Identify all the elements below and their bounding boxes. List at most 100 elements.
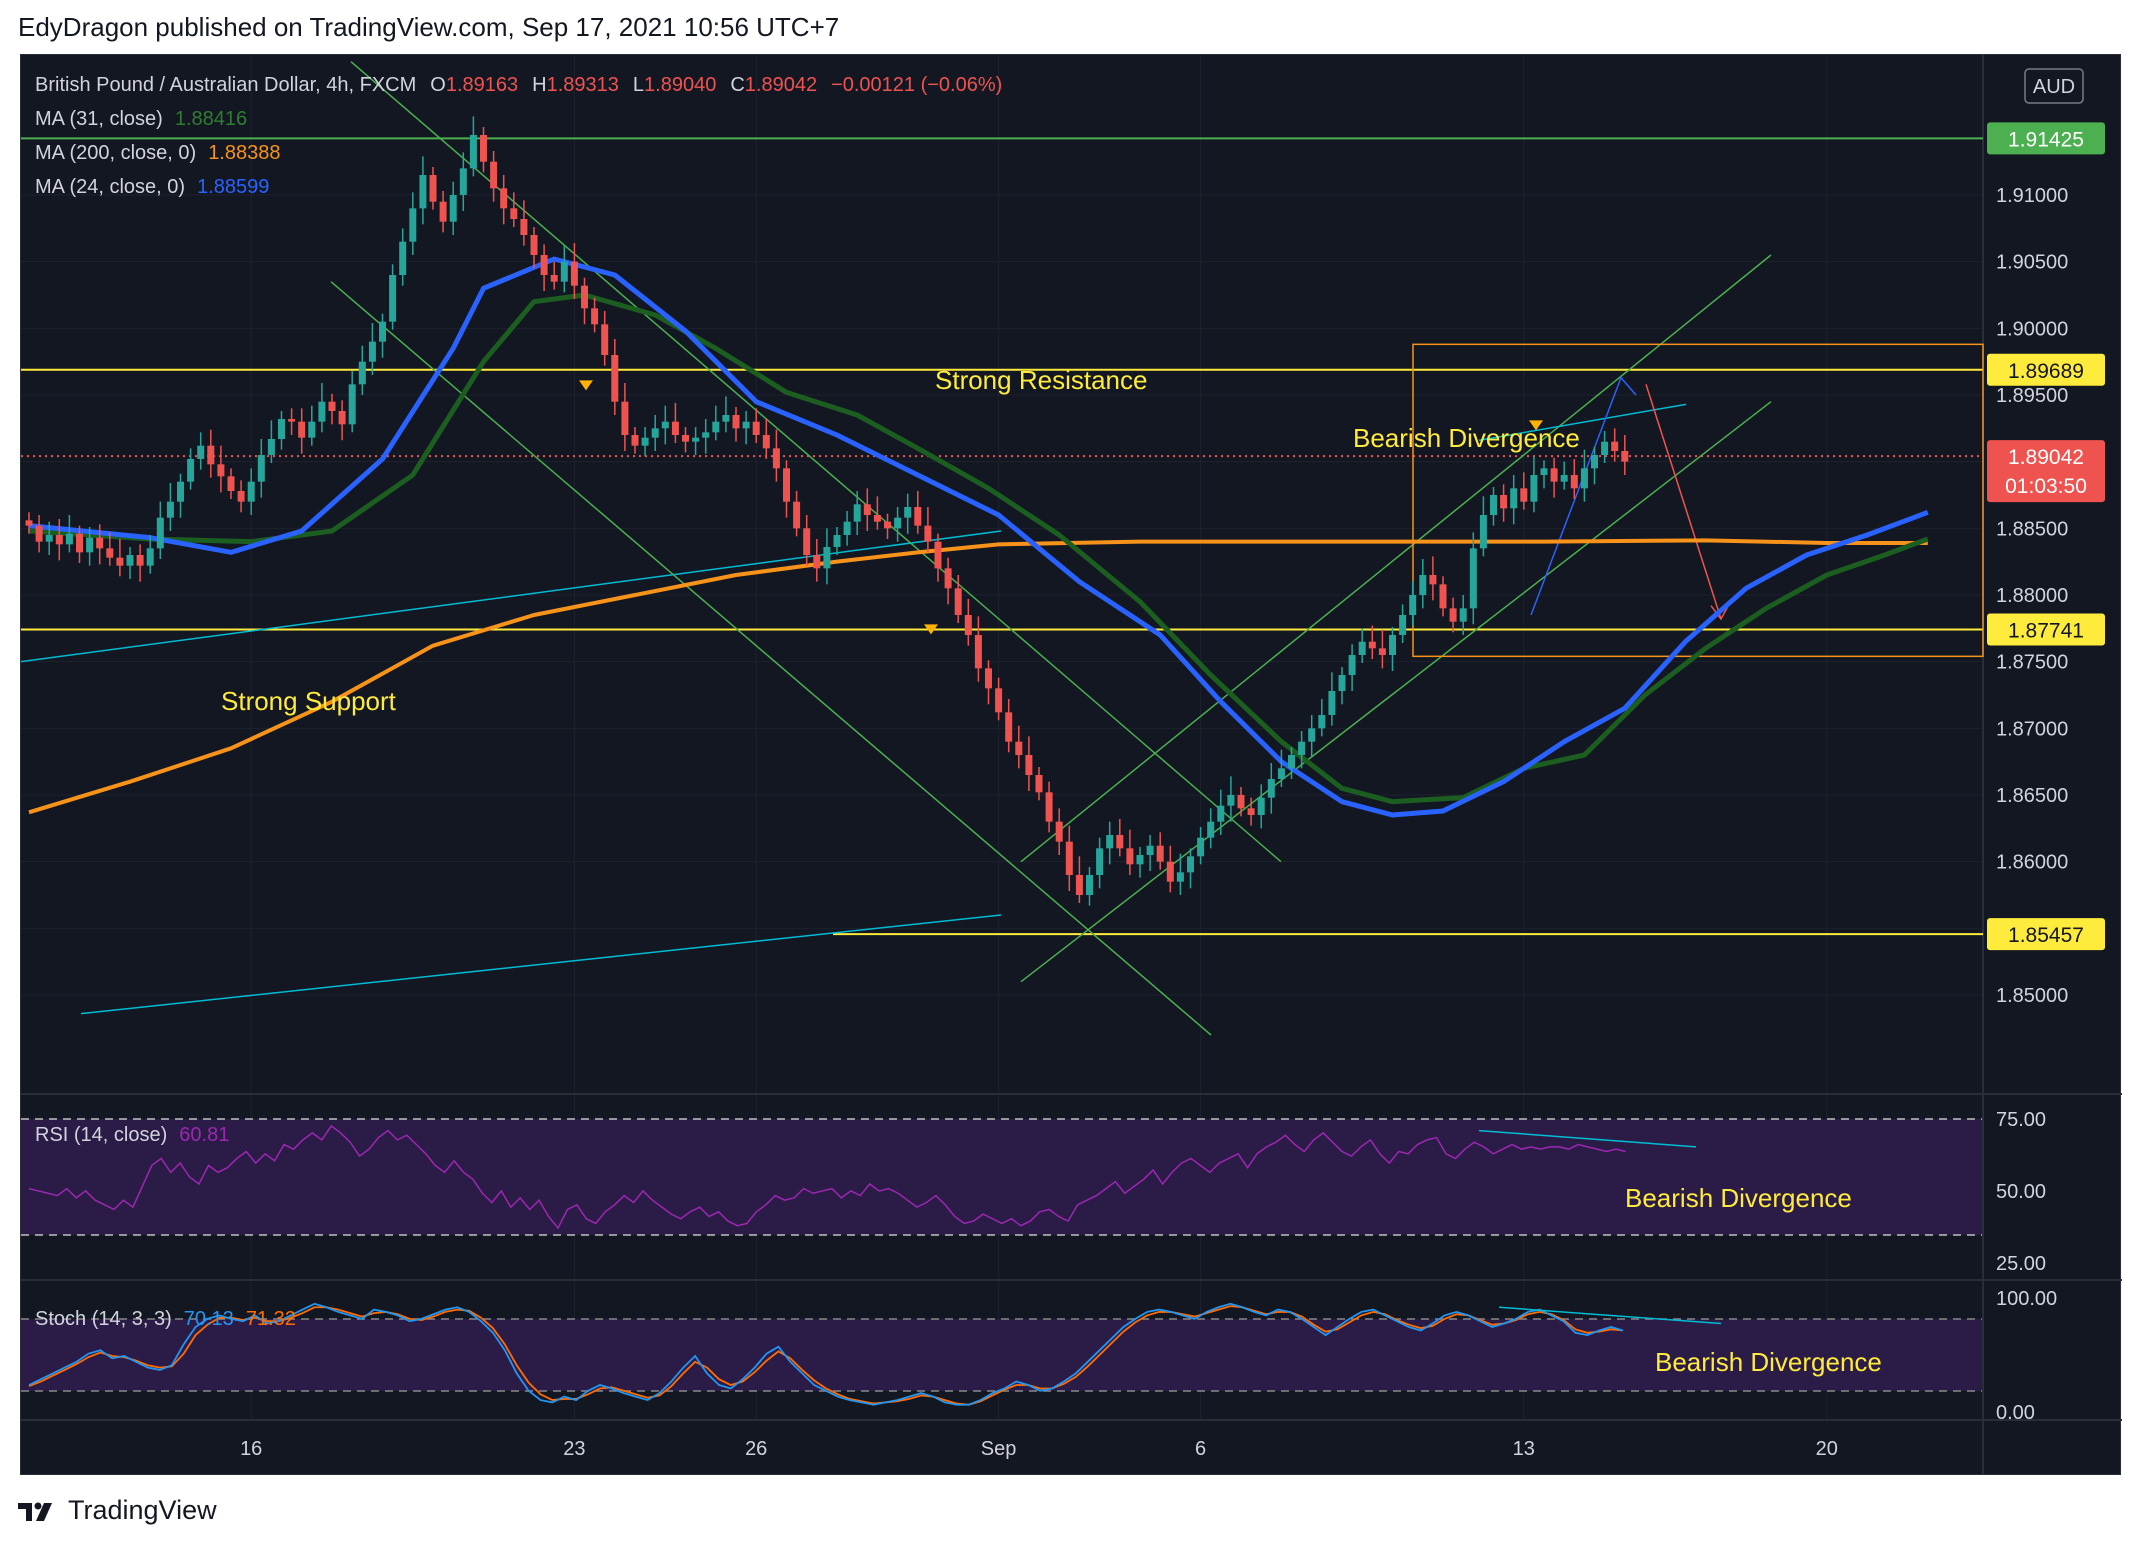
price-tick-label: 1.85000 xyxy=(1996,985,2068,1007)
candle-body xyxy=(338,411,346,425)
publisher-line: EdyDragon published on TradingView.com, … xyxy=(18,12,840,42)
candle-body xyxy=(298,421,306,438)
time-tick-label: 13 xyxy=(1513,1438,1535,1460)
candle-body xyxy=(641,437,649,446)
stoch-divergence-annotation: Bearish Divergence xyxy=(1655,1347,1882,1377)
candle-layer xyxy=(25,116,1629,906)
candle-body xyxy=(1540,468,1548,475)
signal-marker-icon xyxy=(1529,420,1543,431)
candle-body xyxy=(985,668,992,689)
axis-layer: 1.850001.855001.860001.865001.870001.875… xyxy=(240,185,2068,1460)
candle-body xyxy=(1075,875,1083,895)
candle-body xyxy=(1328,691,1336,715)
descending-channel-lower xyxy=(330,281,1212,1036)
candle-body xyxy=(1247,808,1255,815)
candle-body xyxy=(1005,712,1013,742)
indicator-layer xyxy=(28,1124,1722,1406)
candle-body xyxy=(106,548,114,558)
candle-body xyxy=(267,439,275,455)
candle-body xyxy=(1611,441,1619,451)
candle-body xyxy=(348,384,356,425)
candle-body xyxy=(1530,475,1538,502)
candle-body xyxy=(379,321,386,342)
candle-body xyxy=(25,520,33,526)
footer-brand: TradingView xyxy=(68,1495,217,1525)
tradingview-logo[interactable]: TradingView xyxy=(18,1495,217,1526)
candle-body xyxy=(1055,821,1063,842)
candle-body xyxy=(692,437,700,442)
price-label-badge xyxy=(1987,918,2105,951)
candle-body xyxy=(944,568,952,589)
projection-arrowhead xyxy=(1710,603,1730,621)
candle-body xyxy=(540,255,548,275)
cyan-trendline-lower xyxy=(80,914,1002,1015)
candle-body xyxy=(96,537,104,549)
candle-body xyxy=(1560,475,1568,482)
candle-body xyxy=(762,435,770,449)
candle-body xyxy=(278,419,285,439)
candle-body xyxy=(65,533,73,545)
currency-button[interactable] xyxy=(2024,68,2084,104)
price-label-badge xyxy=(1987,440,2105,503)
legend-ma31: MA (31, close) 1.88416 xyxy=(35,108,247,130)
rsi-legend: RSI (14, close) 60.81 xyxy=(35,1124,229,1146)
candle-body xyxy=(510,208,518,219)
candle-body xyxy=(126,555,134,566)
candle-body xyxy=(439,201,447,222)
signal-marker-icon xyxy=(579,380,593,391)
candle-body xyxy=(318,401,326,422)
price-label-countdown: 01:03:50 xyxy=(2005,475,2087,498)
legend-symbol: British Pound / Australian Dollar, 4h, F… xyxy=(35,74,1002,96)
projection-down-line xyxy=(1645,384,1722,620)
candle-body xyxy=(1197,837,1205,857)
price-label-value: 1.85457 xyxy=(2008,924,2084,947)
candle-body xyxy=(358,361,366,385)
candle-body xyxy=(873,515,881,522)
candle-body xyxy=(1176,872,1184,882)
candle-body xyxy=(1207,821,1215,838)
candle-body xyxy=(1116,835,1124,849)
candle-body xyxy=(550,275,558,282)
candle-body xyxy=(1479,515,1487,549)
candle-body xyxy=(1449,608,1457,622)
candle-body xyxy=(257,455,265,482)
candle-body xyxy=(247,481,255,502)
price-tick-label: 1.87500 xyxy=(1996,652,2068,674)
candle-body xyxy=(702,432,710,438)
time-tick-label: 6 xyxy=(1195,1438,1206,1460)
price-tick-label: 1.87000 xyxy=(1996,718,2068,740)
candle-body xyxy=(1520,488,1528,502)
candle-body xyxy=(974,635,982,669)
candle-body xyxy=(1136,855,1144,865)
rsi-line xyxy=(28,1124,1626,1230)
drawing-layer xyxy=(21,61,1984,1036)
price-tick-label: 1.90500 xyxy=(1996,252,2068,274)
chart-canvas[interactable]: 1.850001.855001.860001.865001.870001.875… xyxy=(21,55,2122,1476)
candle-body xyxy=(1368,641,1376,649)
candle-body xyxy=(914,507,922,526)
price-tick-label: 1.89500 xyxy=(1996,385,2068,407)
legend-ma200: MA (200, close, 0) 1.88388 xyxy=(35,142,280,164)
footer: TradingView xyxy=(0,1475,2136,1544)
candle-body xyxy=(288,419,296,422)
candle-body xyxy=(722,415,730,422)
time-tick-label: 20 xyxy=(1816,1438,1838,1460)
candle-body xyxy=(1399,615,1407,635)
candle-body xyxy=(1409,595,1417,615)
time-tick-label: 16 xyxy=(240,1438,262,1460)
candle-body xyxy=(863,504,871,515)
candle-body xyxy=(1257,797,1265,815)
candle-body xyxy=(1288,755,1295,769)
candle-body xyxy=(1035,775,1043,793)
candle-body xyxy=(1217,805,1225,822)
candle-body xyxy=(449,195,457,222)
candle-body xyxy=(1490,495,1497,515)
tradingview-icon xyxy=(18,1502,52,1521)
chart-frame[interactable]: 1.850001.855001.860001.865001.870001.875… xyxy=(20,54,2122,1476)
candle-body xyxy=(954,588,962,615)
candle-body xyxy=(601,324,609,355)
price-label-value: 1.89689 xyxy=(2008,360,2084,383)
currency-label[interactable]: AUD xyxy=(2033,76,2075,98)
candle-body xyxy=(217,464,225,477)
candle-body xyxy=(560,261,568,282)
